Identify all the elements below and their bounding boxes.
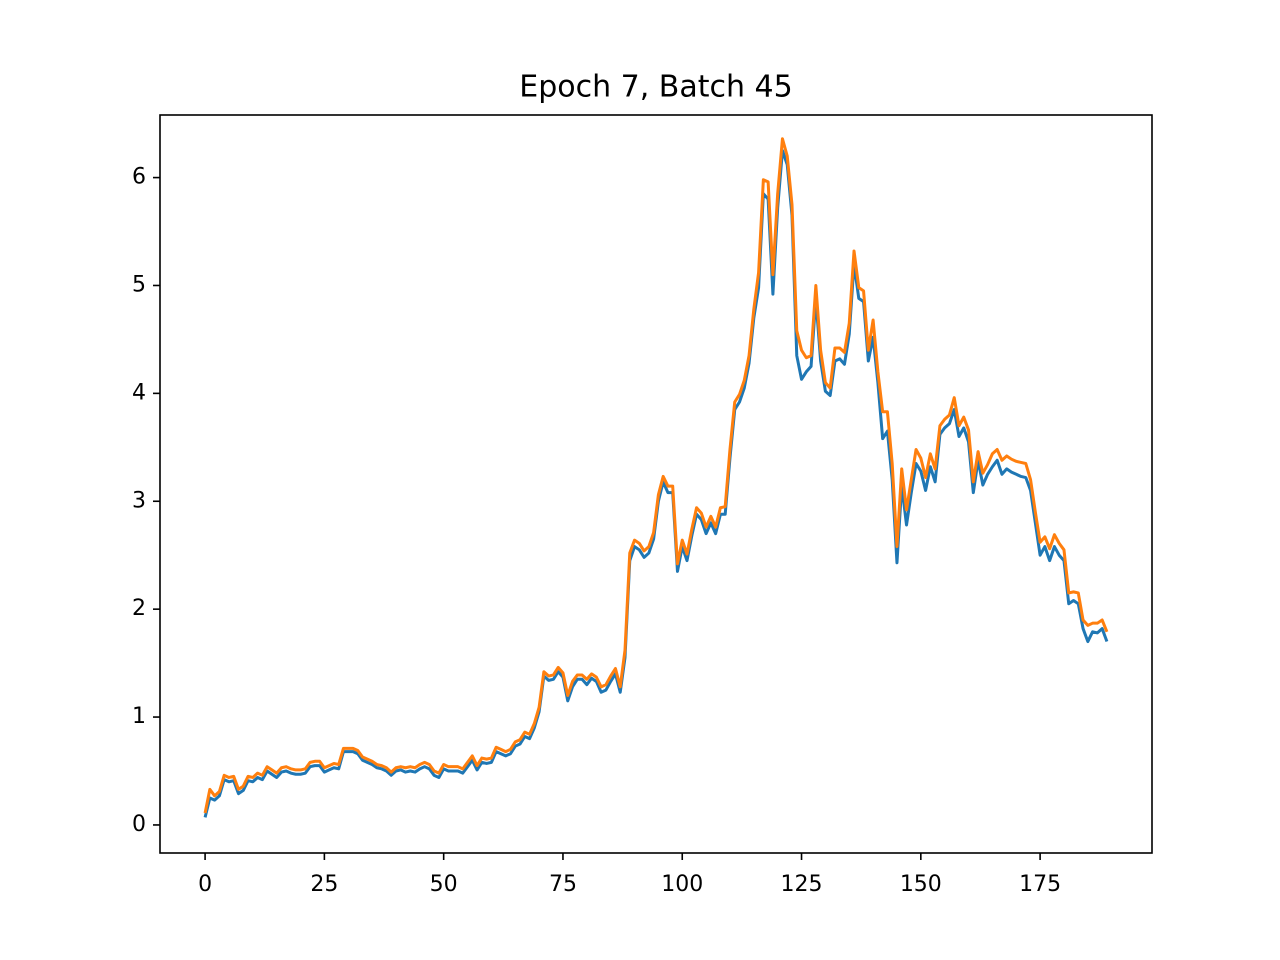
x-tick-label: 0 [198,872,212,897]
x-tick-label: 175 [1019,872,1061,897]
axes-frame [159,114,1153,854]
y-tick-label: 5 [132,272,146,297]
chart-title: Epoch 7, Batch 45 [519,70,793,105]
x-tick-label: 75 [549,872,577,897]
y-tick-label: 6 [132,165,146,190]
x-tick-label: 125 [781,872,823,897]
y-tick-label: 3 [132,488,146,513]
y-tick-label: 2 [132,596,146,621]
series-line [203,137,1109,814]
y-tick-label: 1 [132,704,146,729]
x-tick-label: 50 [430,872,458,897]
series-line [203,149,1109,818]
y-tick-label: 0 [132,812,146,837]
x-tick-label: 100 [661,872,703,897]
x-tick-label: 150 [900,872,942,897]
y-tick-label: 4 [132,380,146,405]
x-tick-label: 25 [310,872,338,897]
